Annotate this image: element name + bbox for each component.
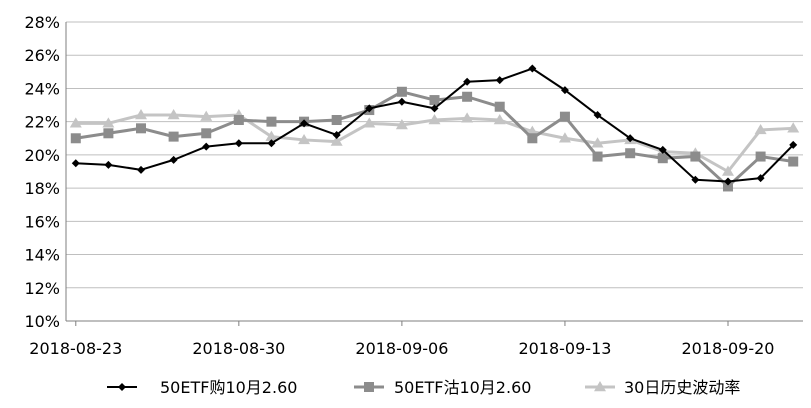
data-point: [721, 165, 734, 176]
legend-item-1: 50ETF购10月2.60: [107, 378, 297, 397]
data-point: [137, 165, 146, 174]
data-point: [365, 104, 374, 113]
data-point: [495, 76, 504, 85]
legend-item-2: 50ETF沽10月2.60: [354, 378, 531, 397]
data-point: [625, 148, 636, 159]
y-tick-label: 14%: [24, 246, 60, 265]
x-tick-label: 2018-08-30: [192, 339, 285, 358]
legend-label: 30日历史波动率: [624, 378, 740, 397]
y-tick-label: 18%: [24, 179, 60, 198]
data-point: [788, 156, 799, 167]
legend: 50ETF购10月2.60 50ETF沽10月2.60 30日历史波动率: [107, 378, 740, 397]
data-point: [593, 111, 602, 120]
data-point: [461, 112, 474, 123]
data-point: [558, 132, 571, 143]
x-tick-label: 2018-09-13: [518, 339, 611, 358]
data-point: [690, 151, 701, 162]
data-point: [104, 160, 113, 169]
data-point: [463, 77, 472, 86]
series-1: [71, 64, 798, 186]
data-point: [70, 133, 81, 144]
series-group: [69, 64, 800, 192]
data-point: [300, 119, 309, 128]
data-point: [789, 140, 798, 149]
y-tick-label: 22%: [24, 113, 60, 132]
data-point: [396, 86, 407, 97]
data-point: [592, 151, 603, 162]
data-point: [168, 131, 179, 142]
data-point: [201, 128, 212, 139]
data-point: [429, 95, 440, 106]
y-tick-label: 24%: [24, 79, 60, 98]
data-point: [723, 177, 732, 186]
data-point: [363, 117, 376, 128]
data-point: [167, 109, 180, 120]
data-point: [234, 139, 243, 148]
series-2: [70, 86, 799, 192]
legend-marker: [118, 383, 126, 391]
data-point: [397, 97, 406, 106]
data-point: [395, 118, 408, 130]
y-axis-tick-labels: 10% 12% 14% 16% 18% 20% 22% 24% 26% 28%: [24, 13, 60, 331]
legend-marker: [364, 382, 374, 392]
data-point: [266, 116, 277, 127]
data-point: [428, 114, 441, 125]
data-point: [200, 110, 213, 121]
y-tick-label: 28%: [24, 13, 60, 32]
x-axis-tick-labels: 2018-08-23 2018-08-30 2018-09-06 2018-09-13…: [29, 339, 774, 358]
data-point: [493, 114, 506, 125]
legend-item-3: 30日历史波动率: [585, 378, 740, 397]
x-tick-label: 2018-08-23: [29, 339, 122, 358]
data-point: [330, 135, 343, 146]
data-point: [559, 111, 570, 122]
data-point: [494, 101, 505, 112]
data-point: [265, 130, 278, 141]
data-point: [756, 174, 765, 183]
data-point: [233, 115, 244, 126]
data-point: [69, 117, 82, 128]
data-point: [267, 139, 276, 148]
data-point: [560, 86, 569, 95]
data-point: [136, 123, 147, 134]
data-point: [787, 122, 800, 133]
legend-marker: [594, 381, 606, 392]
data-point: [102, 117, 115, 128]
series-3: [69, 109, 800, 176]
grid-lines: [66, 21, 803, 322]
y-tick-label: 16%: [24, 212, 60, 231]
y-tick-label: 20%: [24, 146, 60, 165]
data-point: [332, 130, 341, 139]
data-point: [722, 181, 733, 192]
axes: [65, 22, 803, 326]
data-point: [169, 155, 178, 164]
series-line: [75, 67, 794, 183]
legend-label: 50ETF购10月2.60: [160, 378, 297, 397]
data-point: [528, 64, 537, 73]
x-tick-label: 2018-09-06: [355, 339, 448, 358]
y-tick-label: 26%: [24, 46, 60, 65]
data-point: [135, 109, 148, 120]
data-point: [527, 133, 538, 144]
y-tick-label: 10%: [24, 312, 60, 331]
data-point: [755, 151, 766, 162]
data-point: [591, 137, 604, 148]
data-point: [754, 123, 767, 135]
x-tick-label: 2018-09-20: [682, 339, 775, 358]
data-point: [103, 128, 114, 139]
data-point: [626, 134, 635, 143]
data-point: [71, 159, 80, 168]
y-tick-label: 12%: [24, 279, 60, 298]
data-point: [202, 142, 211, 151]
data-point: [658, 145, 667, 154]
data-point: [691, 175, 700, 184]
data-point: [430, 104, 439, 113]
data-point: [331, 115, 342, 126]
legend-label: 50ETF沽10月2.60: [394, 378, 531, 397]
data-point: [657, 153, 668, 164]
data-point: [298, 133, 311, 145]
data-point: [462, 91, 473, 102]
